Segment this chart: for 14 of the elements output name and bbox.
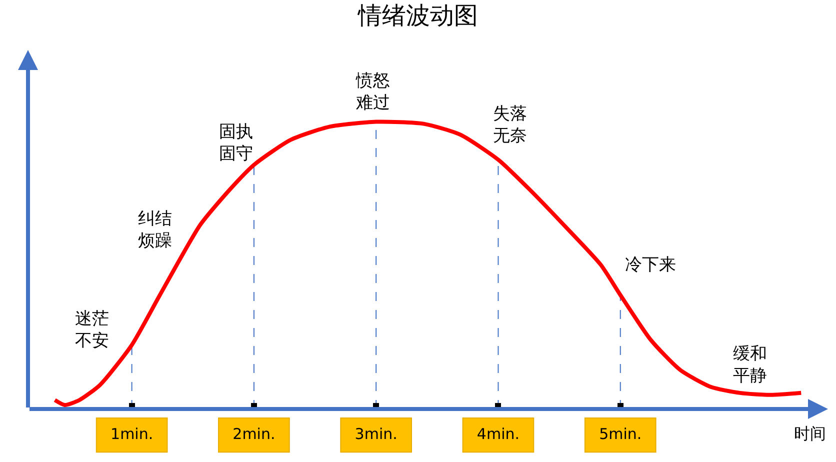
x-tick-label: 5min.	[599, 425, 642, 443]
x-axis-title: 时间	[794, 424, 826, 443]
x-tick-label: 4min.	[476, 425, 520, 443]
annotation: 迷茫不安	[75, 309, 109, 352]
x-tick-label: 3min.	[354, 425, 398, 443]
text: 愤怒难过	[355, 71, 390, 114]
annotation: 纠结烦躁	[138, 209, 172, 252]
annotation: 固执固守	[219, 122, 253, 164]
chart-title: 情绪波动图	[357, 2, 478, 30]
annotation: 缓和平静	[733, 344, 767, 386]
x-tick-label: 2min.	[232, 425, 276, 443]
annotation: 失落无奈	[493, 104, 527, 146]
annotation: 冷下来	[625, 255, 676, 275]
x-tick-label: 1min.	[110, 425, 154, 443]
